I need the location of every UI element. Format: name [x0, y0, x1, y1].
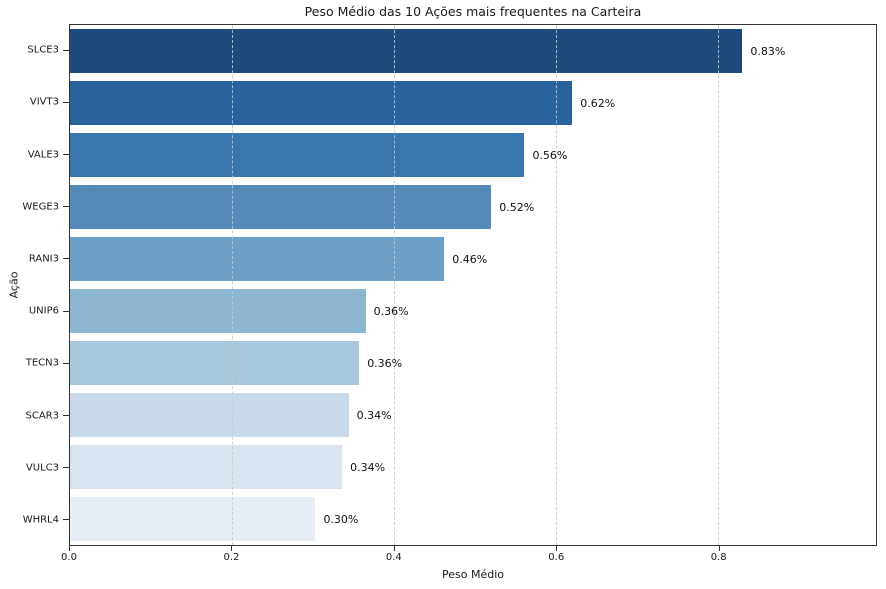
x-tick-mark — [393, 546, 395, 551]
y-tick-mark — [63, 415, 69, 416]
y-tick-mark — [63, 258, 69, 260]
plot-area: 0.83% 0.62% 0.56% 0.52% 0.46% 0.36% 0.36% 0.34%… — [69, 24, 877, 546]
bar-whrl4 — [70, 497, 316, 541]
value-label: 0.34% — [356, 408, 392, 422]
y-tick-label-scar3: SCAR3 — [25, 410, 59, 421]
y-tick-label-slce3: SLCE3 — [27, 44, 59, 56]
y-tick-labels-container: SLCE3 VIVT3 VALE3 WEGE3 RANI3 UNIP6 TECN3 SCAR3… — [0, 24, 59, 546]
bar-row: 0.36% — [70, 285, 876, 337]
x-tick-label: 0.8 — [710, 552, 727, 563]
value-label: 0.56% — [532, 148, 568, 162]
x-tick-mark — [231, 546, 233, 551]
value-label: 0.62% — [580, 96, 616, 110]
y-tick-label-vulc3: VULC3 — [25, 462, 59, 474]
y-tick-label-rani3: RANI3 — [28, 253, 59, 265]
bar-row: 0.34% — [70, 441, 876, 493]
chart-title: Peso Médio das 10 Ações mais frequentes … — [304, 4, 642, 19]
gridline — [232, 25, 233, 545]
y-tick-label-tecn3: TECN3 — [25, 357, 59, 369]
bar-row: 0.52% — [70, 181, 876, 233]
bar-row: 0.36% — [70, 337, 876, 389]
value-label: 0.30% — [323, 512, 359, 526]
gridline — [556, 25, 558, 545]
x-tick-label: 0.6 — [548, 552, 565, 563]
x-tick-label: 0.2 — [223, 552, 240, 563]
y-tick-mark — [63, 206, 69, 208]
bar-row: 0.34% — [70, 389, 876, 441]
value-label: 0.46% — [452, 252, 488, 266]
bar-row: 0.30% — [70, 493, 876, 545]
bar-row: 0.83% — [70, 25, 876, 77]
bar-rows-container: 0.83% 0.62% 0.56% 0.52% 0.46% 0.36% 0.36% 0.34%… — [70, 25, 876, 545]
y-tick-label-vale3: VALE3 — [27, 149, 59, 160]
y-tick-mark — [63, 49, 69, 51]
bar-vale3 — [70, 133, 525, 177]
bar-rani3 — [70, 237, 445, 281]
y-tick-label-whrl4: WHRL4 — [22, 514, 59, 526]
bar-row: 0.56% — [70, 129, 876, 181]
y-tick-mark — [63, 519, 69, 521]
value-label: 0.34% — [350, 460, 386, 474]
x-tick-mark — [69, 546, 70, 551]
value-label: 0.52% — [499, 200, 535, 214]
x-tick-mark — [556, 546, 558, 551]
bar-vulc3 — [70, 445, 343, 489]
bar-vivt3 — [70, 81, 573, 125]
x-tick-label: 0.0 — [61, 552, 77, 563]
bar-row: 0.46% — [70, 233, 876, 285]
x-tick-marks-container — [69, 546, 877, 551]
y-tick-mark — [63, 154, 69, 155]
x-tick-labels-container: 0.0 0.2 0.4 0.6 0.8 — [61, 552, 877, 566]
value-label: 0.36% — [367, 356, 403, 370]
bar-tecn3 — [70, 341, 360, 385]
y-tick-mark — [63, 310, 69, 312]
y-tick-marks-container — [63, 24, 69, 546]
value-label: 0.83% — [750, 44, 786, 58]
y-tick-mark — [63, 101, 69, 103]
bar-scar3 — [70, 393, 349, 437]
gridline — [394, 25, 396, 545]
y-tick-mark — [63, 467, 69, 469]
x-tick-label: 0.4 — [385, 552, 402, 563]
y-tick-label-wege3: WEGE3 — [22, 201, 59, 213]
y-tick-mark — [63, 362, 69, 364]
bar-slce3 — [70, 29, 743, 73]
bar-row: 0.62% — [70, 77, 876, 129]
bar-unip6 — [70, 289, 366, 333]
value-label: 0.36% — [373, 304, 409, 318]
x-axis-title: Peso Médio — [442, 568, 504, 581]
gridline — [718, 25, 720, 545]
x-tick-mark — [718, 546, 720, 551]
y-tick-label-vivt3: VIVT3 — [29, 96, 59, 108]
bar-wege3 — [70, 185, 492, 229]
y-tick-label-unip6: UNIP6 — [28, 305, 59, 317]
